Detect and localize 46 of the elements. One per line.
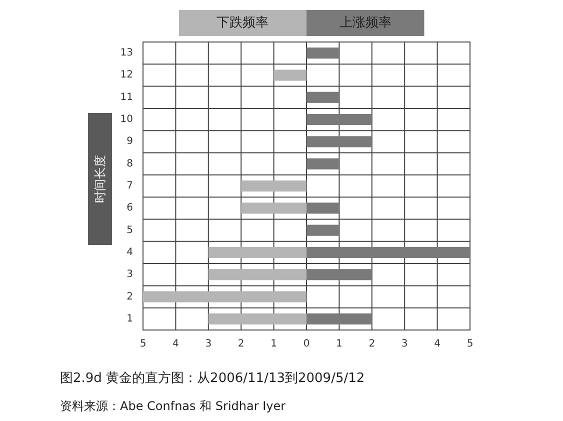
bar [306, 224, 340, 236]
y-tick-label: 3 [126, 269, 133, 280]
bar [306, 269, 372, 280]
x-tick-label: 2 [238, 338, 244, 350]
x-tick-label: 4 [434, 338, 440, 350]
series-label: 上涨频率 [339, 14, 392, 30]
bar [306, 92, 340, 103]
x-tick-label: 4 [172, 338, 179, 350]
y-tick-label: 2 [126, 291, 133, 302]
text: 图2.9d 黄金的直方图：从2006/11/13到2009/5/12 [60, 370, 365, 386]
y-tick-label: 7 [126, 180, 133, 192]
text: 下跌频率 [216, 14, 269, 30]
y-tick-label: 6 [126, 202, 133, 214]
x-tick-label: 1 [270, 338, 277, 350]
bar [143, 291, 306, 302]
y-tick-label: 12 [120, 70, 133, 81]
x-tick-label: 5 [466, 338, 474, 350]
y-tick-label: 10 [120, 114, 133, 126]
bar [306, 48, 340, 59]
bar [306, 136, 372, 148]
text: 资料来源：Abe Confnas 和 Sridhar Iyer [60, 399, 286, 413]
bar [306, 202, 340, 214]
bar [208, 246, 306, 258]
y-axis-title: 时间长度 [93, 155, 107, 203]
y-tick-label: 1 [126, 313, 133, 324]
bar [208, 313, 306, 324]
y-tick-label: 5 [126, 224, 133, 236]
x-tick-label: 0 [303, 338, 310, 350]
y-tick-label: 9 [126, 136, 133, 148]
bar [306, 313, 372, 324]
y-tick-label: 11 [120, 92, 133, 103]
bar [274, 70, 306, 81]
x-tick-label: 3 [401, 338, 408, 350]
bar [241, 180, 306, 192]
bar [306, 114, 372, 126]
x-tick-label: 1 [336, 338, 342, 350]
bar [208, 269, 306, 280]
bar [241, 202, 306, 214]
y-tick-label: 8 [126, 158, 133, 170]
x-tick-label: 5 [140, 338, 146, 350]
y-tick-label: 4 [126, 246, 133, 258]
y-tick-label: 13 [120, 48, 133, 59]
x-tick-label: 3 [205, 338, 212, 350]
bar [306, 246, 470, 258]
bar [306, 158, 340, 170]
x-tick-label: 2 [368, 338, 376, 350]
